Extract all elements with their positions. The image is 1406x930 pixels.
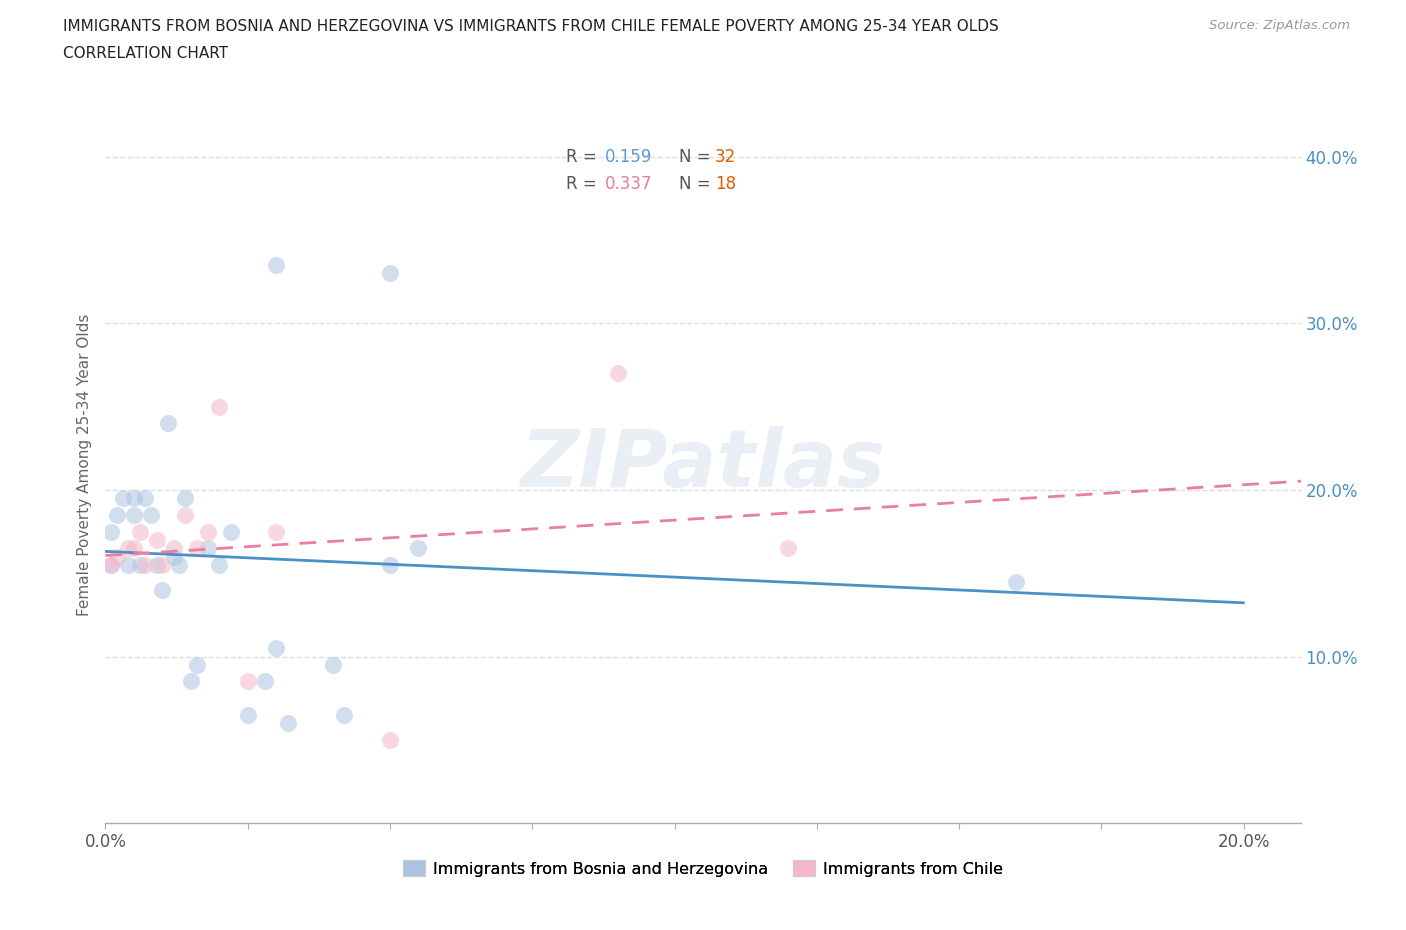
Point [134,557,156,572]
Point [100,557,122,572]
Point [128,557,150,572]
Text: R =: R = [565,148,602,166]
Point [197,541,219,556]
Point [145,533,167,548]
Point [150,582,173,597]
Point [163,549,186,564]
Point [236,674,259,689]
Text: R =: R = [565,175,602,193]
Point [208,399,231,414]
Point [277,716,299,731]
Point [606,366,628,381]
Text: 0.337: 0.337 [605,175,652,193]
Text: ZIPatlas: ZIPatlas [520,426,886,504]
Point [219,525,242,539]
Text: 0.159: 0.159 [605,148,652,166]
Point [408,541,430,556]
Point [157,416,180,431]
Point [264,525,287,539]
Point [122,541,145,556]
Point [186,541,208,556]
Point [264,258,287,272]
Point [378,732,401,747]
Point [105,549,128,564]
Point [197,525,219,539]
Point [163,541,186,556]
Point [253,674,276,689]
Text: 32: 32 [716,148,737,166]
Point [105,508,128,523]
Point [145,557,167,572]
Point [333,708,356,723]
Point [322,658,344,672]
Point [180,674,202,689]
Point [378,557,401,572]
Text: 18: 18 [716,175,737,193]
Point [100,525,122,539]
Point [186,658,208,672]
Point [122,508,145,523]
Point [778,541,800,556]
Point [174,508,197,523]
Point [117,541,139,556]
Text: N =: N = [679,175,716,193]
Text: N =: N = [679,148,716,166]
Text: CORRELATION CHART: CORRELATION CHART [63,46,228,61]
Point [117,557,139,572]
Y-axis label: Female Poverty Among 25-34 Year Olds: Female Poverty Among 25-34 Year Olds [76,313,91,617]
Point [150,557,173,572]
Point [169,557,191,572]
Point [236,708,259,723]
Text: Source: ZipAtlas.com: Source: ZipAtlas.com [1209,19,1350,32]
Legend: Immigrants from Bosnia and Herzegovina, Immigrants from Chile: Immigrants from Bosnia and Herzegovina, … [396,854,1010,883]
Point [128,525,150,539]
Point [264,641,287,656]
Point [139,508,162,523]
Point [111,491,134,506]
Text: IMMIGRANTS FROM BOSNIA AND HERZEGOVINA VS IMMIGRANTS FROM CHILE FEMALE POVERTY A: IMMIGRANTS FROM BOSNIA AND HERZEGOVINA V… [63,19,1000,33]
Point [208,557,231,572]
Point [378,266,401,281]
Point [174,491,197,506]
Point [1005,574,1028,589]
Point [100,557,122,572]
Point [122,491,145,506]
Point [134,491,156,506]
